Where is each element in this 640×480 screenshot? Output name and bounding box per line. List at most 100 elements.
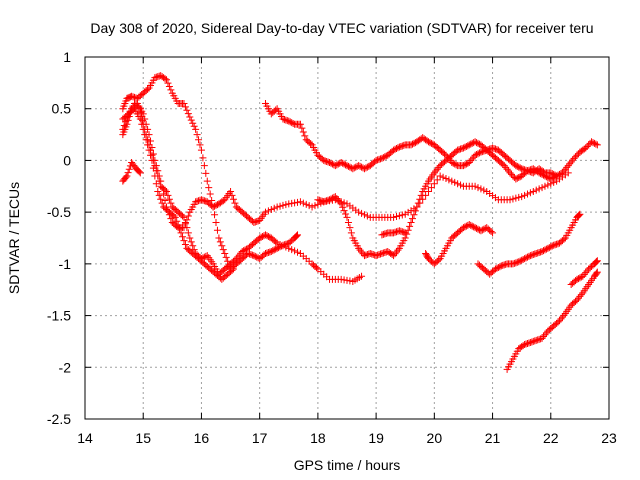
data-point: [564, 162, 572, 170]
data-point: [362, 164, 370, 172]
data-point: [474, 184, 482, 192]
data-point: [541, 331, 549, 339]
data-point: [221, 250, 229, 258]
data-point: [526, 338, 534, 346]
data-point: [574, 212, 582, 220]
data-point: [124, 116, 132, 124]
data-point: [142, 136, 150, 144]
data-point: [454, 180, 462, 188]
data-point: [435, 163, 443, 171]
data-point: [477, 185, 485, 193]
data-point: [593, 268, 601, 276]
data-point: [477, 227, 485, 235]
data-point: [471, 224, 479, 232]
data-point: [138, 120, 146, 128]
data-point: [577, 291, 585, 299]
data-point: [165, 195, 173, 203]
data-point: [183, 216, 191, 224]
data-point: [381, 230, 389, 238]
data-point: [545, 244, 553, 252]
data-point: [513, 258, 521, 266]
data-point: [321, 157, 329, 165]
data-point: [474, 150, 482, 158]
data-point: [283, 117, 291, 125]
x-tick-label: 19: [368, 430, 384, 446]
data-point: [503, 165, 511, 173]
data-point: [572, 297, 580, 305]
data-point: [203, 177, 211, 185]
data-point: [375, 251, 383, 259]
data-point: [149, 150, 157, 158]
data-point: [544, 181, 552, 189]
data-point: [534, 168, 542, 176]
data-point: [260, 251, 268, 259]
data-point: [547, 175, 555, 183]
data-point: [192, 125, 200, 133]
y-tick-label: -2: [59, 359, 72, 375]
data-point: [512, 162, 520, 170]
data-point: [379, 230, 387, 238]
data-point: [473, 139, 481, 147]
data-point: [462, 160, 470, 168]
data-point: [132, 101, 140, 109]
data-point: [141, 131, 149, 139]
data-point: [181, 220, 189, 228]
data-point: [558, 313, 566, 321]
data-point: [187, 116, 195, 124]
data-point: [398, 228, 406, 236]
data-points: [119, 72, 601, 373]
data-point: [535, 169, 543, 177]
data-point: [200, 253, 208, 261]
data-point: [155, 72, 163, 80]
series-track-5: [119, 158, 144, 185]
data-point: [366, 250, 374, 258]
data-point: [512, 194, 520, 202]
data-point: [481, 224, 489, 232]
data-point: [459, 144, 467, 152]
data-point: [154, 187, 162, 195]
data-point: [382, 229, 390, 237]
data-point: [423, 137, 431, 145]
data-point: [417, 191, 425, 199]
data-point: [566, 160, 574, 168]
data-point: [391, 228, 399, 236]
data-point: [464, 142, 472, 150]
data-point: [286, 118, 294, 126]
data-point: [270, 204, 278, 212]
data-point: [522, 340, 530, 348]
data-point: [593, 257, 601, 265]
data-point: [358, 272, 366, 280]
series-track-11: [503, 268, 601, 373]
data-point: [525, 339, 533, 347]
data-point: [519, 255, 527, 263]
data-point: [173, 217, 181, 225]
data-point: [540, 247, 547, 255]
data-point: [400, 228, 408, 236]
data-point: [433, 176, 441, 184]
data-point: [272, 238, 280, 246]
data-point: [432, 167, 440, 175]
data-point: [461, 143, 469, 151]
data-point: [392, 248, 400, 256]
data-point: [299, 128, 307, 136]
data-point: [491, 145, 499, 153]
data-point: [398, 142, 406, 150]
data-point: [525, 166, 533, 174]
data-point: [356, 246, 364, 254]
data-point: [289, 119, 297, 127]
x-tick-label: 21: [485, 430, 501, 446]
data-point: [390, 213, 398, 221]
data-point: [123, 120, 131, 128]
data-point: [531, 337, 539, 345]
data-point: [250, 218, 258, 226]
data-point: [160, 190, 168, 198]
data-point: [282, 201, 290, 209]
data-point: [576, 292, 584, 300]
data-point: [413, 203, 421, 211]
series-track-4: [119, 105, 237, 283]
data-point: [349, 165, 357, 173]
data-point: [273, 203, 281, 211]
data-point: [256, 234, 264, 242]
data-point: [550, 173, 558, 181]
data-point: [592, 258, 600, 266]
